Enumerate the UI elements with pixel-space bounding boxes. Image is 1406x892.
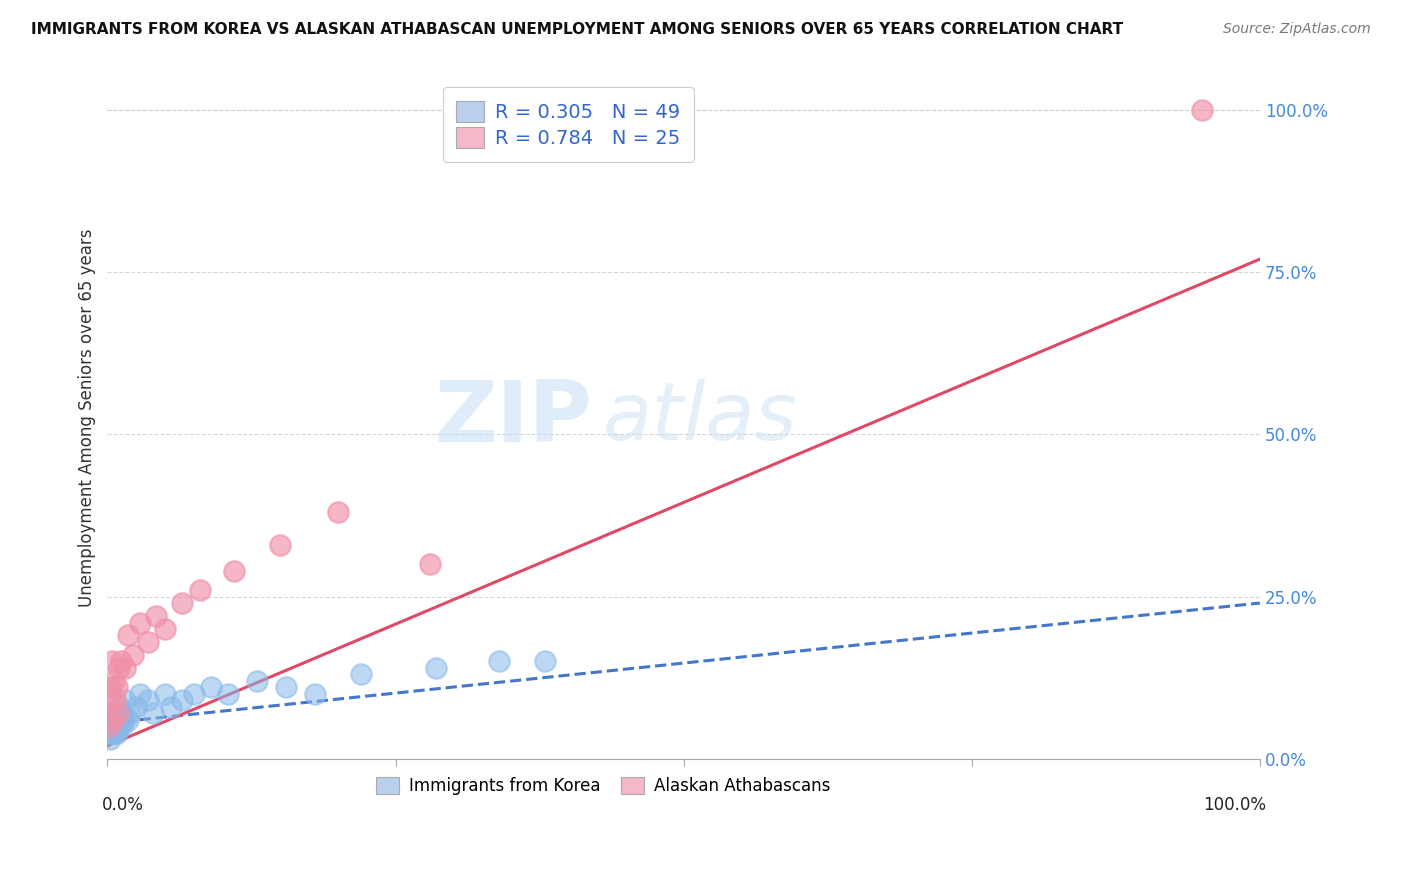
Point <box>425 661 447 675</box>
Point <box>217 687 239 701</box>
Point <box>112 713 135 727</box>
Point <box>101 713 124 727</box>
Text: atlas: atlas <box>603 379 797 457</box>
Point <box>159 699 181 714</box>
Text: IMMIGRANTS FROM KOREA VS ALASKAN ATHABASCAN UNEMPLOYMENT AMONG SENIORS OVER 65 Y: IMMIGRANTS FROM KOREA VS ALASKAN ATHABAS… <box>31 22 1123 37</box>
Point <box>142 706 165 721</box>
Point <box>110 706 132 721</box>
Point <box>103 713 125 727</box>
Point <box>153 687 176 701</box>
Point <box>114 693 136 707</box>
Point <box>107 719 129 733</box>
Point <box>153 622 176 636</box>
Point <box>246 673 269 688</box>
Point <box>110 655 132 669</box>
Point <box>108 719 131 733</box>
Point <box>172 596 194 610</box>
Point <box>105 726 128 740</box>
Point <box>101 726 124 740</box>
Point <box>120 706 142 721</box>
Point <box>97 726 120 740</box>
Point <box>105 713 128 727</box>
Point <box>188 583 211 598</box>
Point <box>117 713 139 727</box>
Y-axis label: Unemployment Among Seniors over 65 years: Unemployment Among Seniors over 65 years <box>79 229 96 607</box>
Point <box>419 557 441 571</box>
Point <box>121 648 143 662</box>
Point <box>101 719 124 733</box>
Point <box>98 719 121 733</box>
Point <box>104 726 127 740</box>
Point <box>100 719 122 733</box>
Point <box>350 667 373 681</box>
Point <box>103 726 125 740</box>
Point <box>136 693 159 707</box>
Point <box>98 732 121 747</box>
Text: 100.0%: 100.0% <box>1202 797 1265 814</box>
Point <box>1191 103 1213 117</box>
Point <box>97 719 120 733</box>
Point <box>108 699 131 714</box>
Point <box>136 635 159 649</box>
Point <box>98 681 121 695</box>
Point <box>117 628 139 642</box>
Point <box>100 726 122 740</box>
Point <box>128 615 150 630</box>
Point <box>183 687 205 701</box>
Point <box>101 713 124 727</box>
Point <box>101 655 124 669</box>
Point <box>114 661 136 675</box>
Point <box>200 681 222 695</box>
Point <box>107 706 129 721</box>
Point <box>101 719 124 733</box>
Point <box>105 681 128 695</box>
Point <box>125 699 148 714</box>
Text: Source: ZipAtlas.com: Source: ZipAtlas.com <box>1223 22 1371 37</box>
Text: ZIP: ZIP <box>433 376 592 459</box>
Point <box>128 687 150 701</box>
Point <box>104 719 127 733</box>
Point <box>108 661 131 675</box>
Point <box>534 655 557 669</box>
Point <box>172 693 194 707</box>
Point <box>107 706 129 721</box>
Point <box>224 564 246 578</box>
Point <box>326 505 349 519</box>
Point <box>100 713 122 727</box>
Point <box>100 693 122 707</box>
Legend: Immigrants from Korea, Alaskan Athabascans: Immigrants from Korea, Alaskan Athabasca… <box>368 770 837 802</box>
Point <box>111 719 134 733</box>
Point <box>274 681 297 695</box>
Point <box>97 719 120 733</box>
Point <box>101 706 124 721</box>
Point <box>145 609 167 624</box>
Point <box>101 726 124 740</box>
Point <box>304 687 326 701</box>
Point <box>104 713 127 727</box>
Point <box>104 693 127 707</box>
Point <box>98 713 121 727</box>
Point <box>488 655 510 669</box>
Point <box>103 673 125 688</box>
Point <box>269 538 291 552</box>
Point <box>108 713 131 727</box>
Text: 0.0%: 0.0% <box>101 797 143 814</box>
